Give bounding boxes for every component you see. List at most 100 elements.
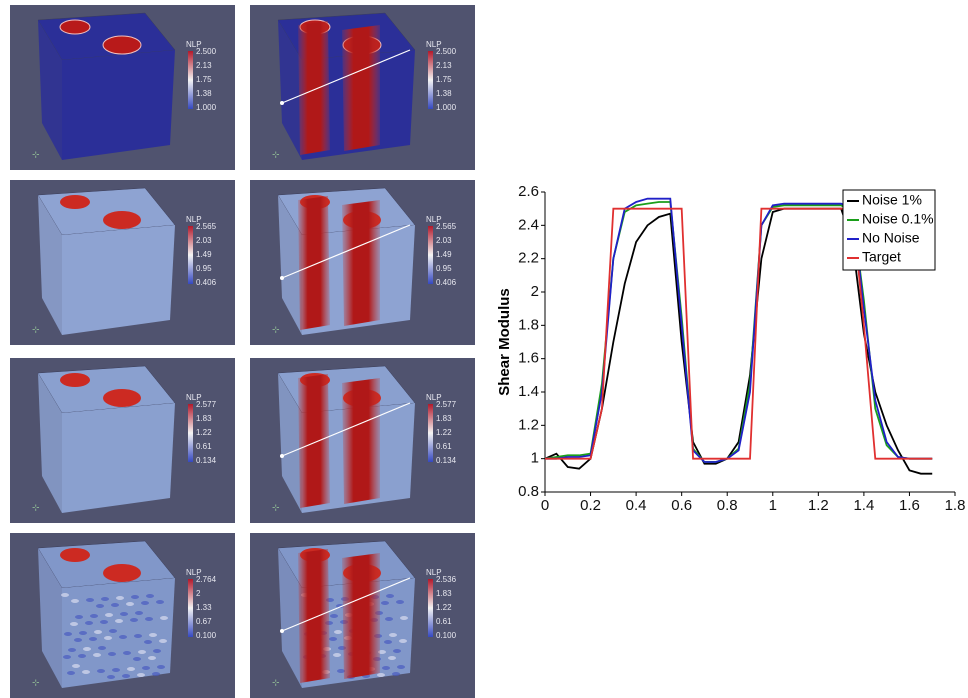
- colorbar-tick: 1.000: [436, 103, 457, 112]
- colorbar: [428, 226, 433, 284]
- colorbar-tick: 0.61: [196, 442, 212, 451]
- colorbar-tick: 0.61: [436, 617, 452, 626]
- y-tick-label: 2: [531, 283, 539, 300]
- colorbar-tick: 2.500: [196, 47, 217, 56]
- noise-blob: [97, 669, 105, 673]
- colorbar-tick: 2.536: [436, 575, 457, 584]
- x-tick-label: 1.2: [808, 497, 829, 514]
- noise-blob: [112, 668, 120, 672]
- y-axis-label: Shear Modulus: [496, 288, 513, 396]
- axes-glyph: ⊹: [272, 502, 280, 512]
- noise-blob: [130, 618, 138, 622]
- colorbar: [188, 226, 193, 284]
- colorbar: [428, 404, 433, 462]
- axes-glyph: ⊹: [272, 324, 280, 334]
- colorbar-tick: 0.406: [196, 278, 217, 287]
- noise-blob: [93, 653, 101, 657]
- noise-blob: [337, 669, 345, 673]
- noise-blob: [157, 665, 165, 669]
- noise-blob: [144, 640, 152, 644]
- y-tick-label: 2.2: [518, 250, 539, 267]
- noise-blob: [85, 621, 93, 625]
- colorbar-tick: 1.38: [196, 89, 212, 98]
- noise-blob: [385, 617, 393, 621]
- noise-blob: [90, 614, 98, 618]
- noise-blob: [98, 646, 106, 650]
- colorbar-tick: 0.95: [196, 264, 212, 273]
- colorbar: [188, 404, 193, 462]
- colorbar-tick: 1.22: [436, 603, 452, 612]
- noise-blob: [397, 665, 405, 669]
- axes-glyph: ⊹: [32, 502, 40, 512]
- colorbar-tick: 2.565: [196, 222, 217, 231]
- noise-blob: [83, 647, 91, 651]
- noise-blob: [160, 616, 168, 620]
- cube-front: [62, 403, 175, 513]
- noise-blob: [123, 651, 131, 655]
- x-tick-label: 0.4: [626, 497, 647, 514]
- noise-blob: [152, 672, 160, 676]
- y-tick-label: 1.6: [518, 350, 539, 367]
- y-tick-label: 1: [531, 450, 539, 467]
- noise-blob: [70, 622, 78, 626]
- noise-blob: [381, 601, 389, 605]
- inclusion-top: [103, 36, 141, 54]
- colorbar-tick: 0.100: [196, 631, 217, 640]
- axes-glyph: ⊹: [32, 677, 40, 687]
- probe-end: [280, 101, 284, 105]
- noise-blob: [126, 602, 134, 606]
- colorbar-tick: 2.764: [196, 575, 217, 584]
- x-tick-label: 0: [541, 497, 549, 514]
- noise-blob: [153, 649, 161, 653]
- colorbar-tick: 0.406: [436, 278, 457, 287]
- noise-blob: [119, 635, 127, 639]
- noise-blob: [100, 620, 108, 624]
- inclusion-top: [103, 389, 141, 407]
- colorbar-tick: 1.75: [196, 75, 212, 84]
- legend-label: Target: [862, 249, 901, 265]
- render-panel: ⊹NLP2.5652.031.490.950.406: [10, 180, 235, 345]
- colorbar-tick: 2.577: [196, 400, 217, 409]
- noise-blob: [74, 638, 82, 642]
- canvas: ⊹NLP2.5002.131.751.381.000⊹NLP2.5002.131…: [0, 0, 968, 698]
- colorbar-tick: 1.38: [436, 89, 452, 98]
- noise-blob: [94, 630, 102, 634]
- colorbar-tick: 1.22: [196, 428, 212, 437]
- noise-blob: [127, 667, 135, 671]
- cube-front: [62, 225, 175, 335]
- noise-blob: [377, 673, 385, 677]
- inclusion-column: [298, 549, 330, 683]
- inclusion-column: [342, 378, 380, 504]
- axes-glyph: ⊹: [272, 149, 280, 159]
- colorbar: [188, 51, 193, 109]
- noise-blob: [82, 670, 90, 674]
- noise-blob: [101, 597, 109, 601]
- noise-blob: [108, 652, 116, 656]
- colorbar-tick: 2.13: [196, 61, 212, 70]
- colorbar-tick: 2.13: [436, 61, 452, 70]
- noise-blob: [61, 593, 69, 597]
- colorbar-tick: 0.95: [436, 264, 452, 273]
- inclusion-column: [342, 25, 380, 151]
- colorbar-tick: 2: [196, 589, 201, 598]
- y-tick-label: 0.8: [518, 483, 539, 500]
- noise-blob: [71, 599, 79, 603]
- noise-blob: [159, 639, 167, 643]
- colorbar-tick: 1.49: [196, 250, 212, 259]
- colorbar-tick: 1.22: [436, 428, 452, 437]
- colorbar: [428, 51, 433, 109]
- noise-blob: [145, 617, 153, 621]
- colorbar-tick: 2.03: [196, 236, 212, 245]
- colorbar-tick: 1.75: [436, 75, 452, 84]
- colorbar: [428, 579, 433, 637]
- noise-blob: [329, 637, 337, 641]
- inclusion-top: [60, 373, 90, 387]
- x-tick-label: 0.6: [671, 497, 692, 514]
- colorbar-tick: 0.134: [436, 456, 457, 465]
- probe-end: [280, 629, 284, 633]
- inclusion-top: [103, 211, 141, 229]
- inclusion-column: [298, 374, 330, 508]
- noise-blob: [384, 640, 392, 644]
